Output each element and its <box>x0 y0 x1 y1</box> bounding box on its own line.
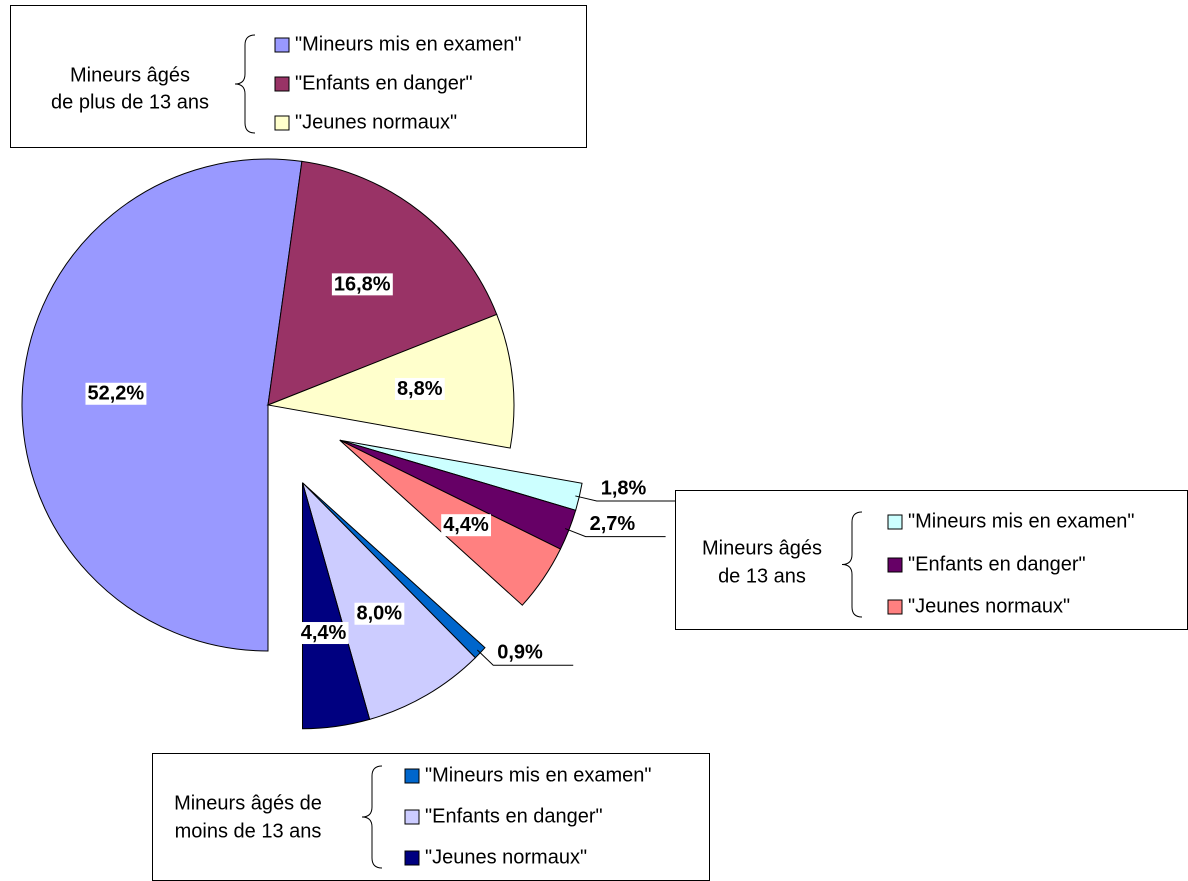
data-label: 1,8% <box>601 477 647 499</box>
legend-swatch <box>404 850 420 866</box>
pie-slice <box>21 158 303 652</box>
data-label: 4,4% <box>443 514 489 536</box>
data-label: 2,7% <box>590 513 636 535</box>
data-label-bg <box>598 477 649 500</box>
legend-label: "Jeunes normaux" <box>425 846 587 868</box>
legend-box <box>10 5 587 148</box>
data-label: 0,9% <box>497 641 543 663</box>
legend-group-name: Mineurs âgés <box>702 537 822 559</box>
legend-group-name: de 13 ans <box>718 565 806 587</box>
leader-line <box>575 495 677 502</box>
legend-brace <box>841 511 863 618</box>
data-label-bg <box>85 382 147 405</box>
data-label: 4,4% <box>301 622 347 644</box>
leader-line <box>564 528 666 538</box>
legend-swatch <box>274 37 290 53</box>
legend-label: "Mineurs mis en examen" <box>908 510 1135 532</box>
legend-group-name: moins de 13 ans <box>175 820 322 842</box>
data-label: 8,0% <box>357 603 403 625</box>
legend-group-name: Mineurs âgés de <box>174 792 322 814</box>
pie-slice <box>266 313 515 449</box>
legend-swatch <box>887 514 903 530</box>
data-label-bg <box>441 514 491 537</box>
legend-label: "Jeunes normaux" <box>295 111 457 133</box>
data-label: 16,8% <box>334 273 391 295</box>
legend-swatch <box>887 599 903 615</box>
legend-swatch <box>274 115 290 131</box>
pie-slice <box>301 482 371 730</box>
legend-swatch <box>887 557 903 573</box>
legend-label: "Jeunes normaux" <box>908 595 1070 617</box>
legend-swatch <box>404 768 420 784</box>
legend-label: "Enfants en danger" <box>908 553 1086 575</box>
data-label-bg <box>587 512 638 535</box>
pie-slice <box>302 482 477 720</box>
data-label-bg <box>394 377 445 400</box>
data-label-bg <box>298 622 349 645</box>
legend-swatch <box>404 809 420 825</box>
legend-label: "Mineurs mis en examen" <box>295 33 522 55</box>
legend-box <box>152 753 710 881</box>
legend-swatch <box>274 76 290 92</box>
data-label: 52,2% <box>87 383 144 405</box>
data-label-bg <box>331 273 393 296</box>
legend-label: "Enfants en danger" <box>295 72 473 94</box>
legend-box <box>675 490 1188 630</box>
legend-label: "Mineurs mis en examen" <box>425 764 652 786</box>
legend-brace <box>234 34 256 134</box>
leader-line <box>476 649 574 666</box>
legend-group-name: de plus de 13 ans <box>51 91 209 113</box>
legend-brace <box>361 765 383 869</box>
legend-group-name: Mineurs âgés <box>70 64 190 86</box>
data-label: 8,8% <box>397 378 443 400</box>
legend-label: "Enfants en danger" <box>425 805 603 827</box>
data-label-bg <box>354 602 405 625</box>
data-label-bg <box>495 641 546 664</box>
